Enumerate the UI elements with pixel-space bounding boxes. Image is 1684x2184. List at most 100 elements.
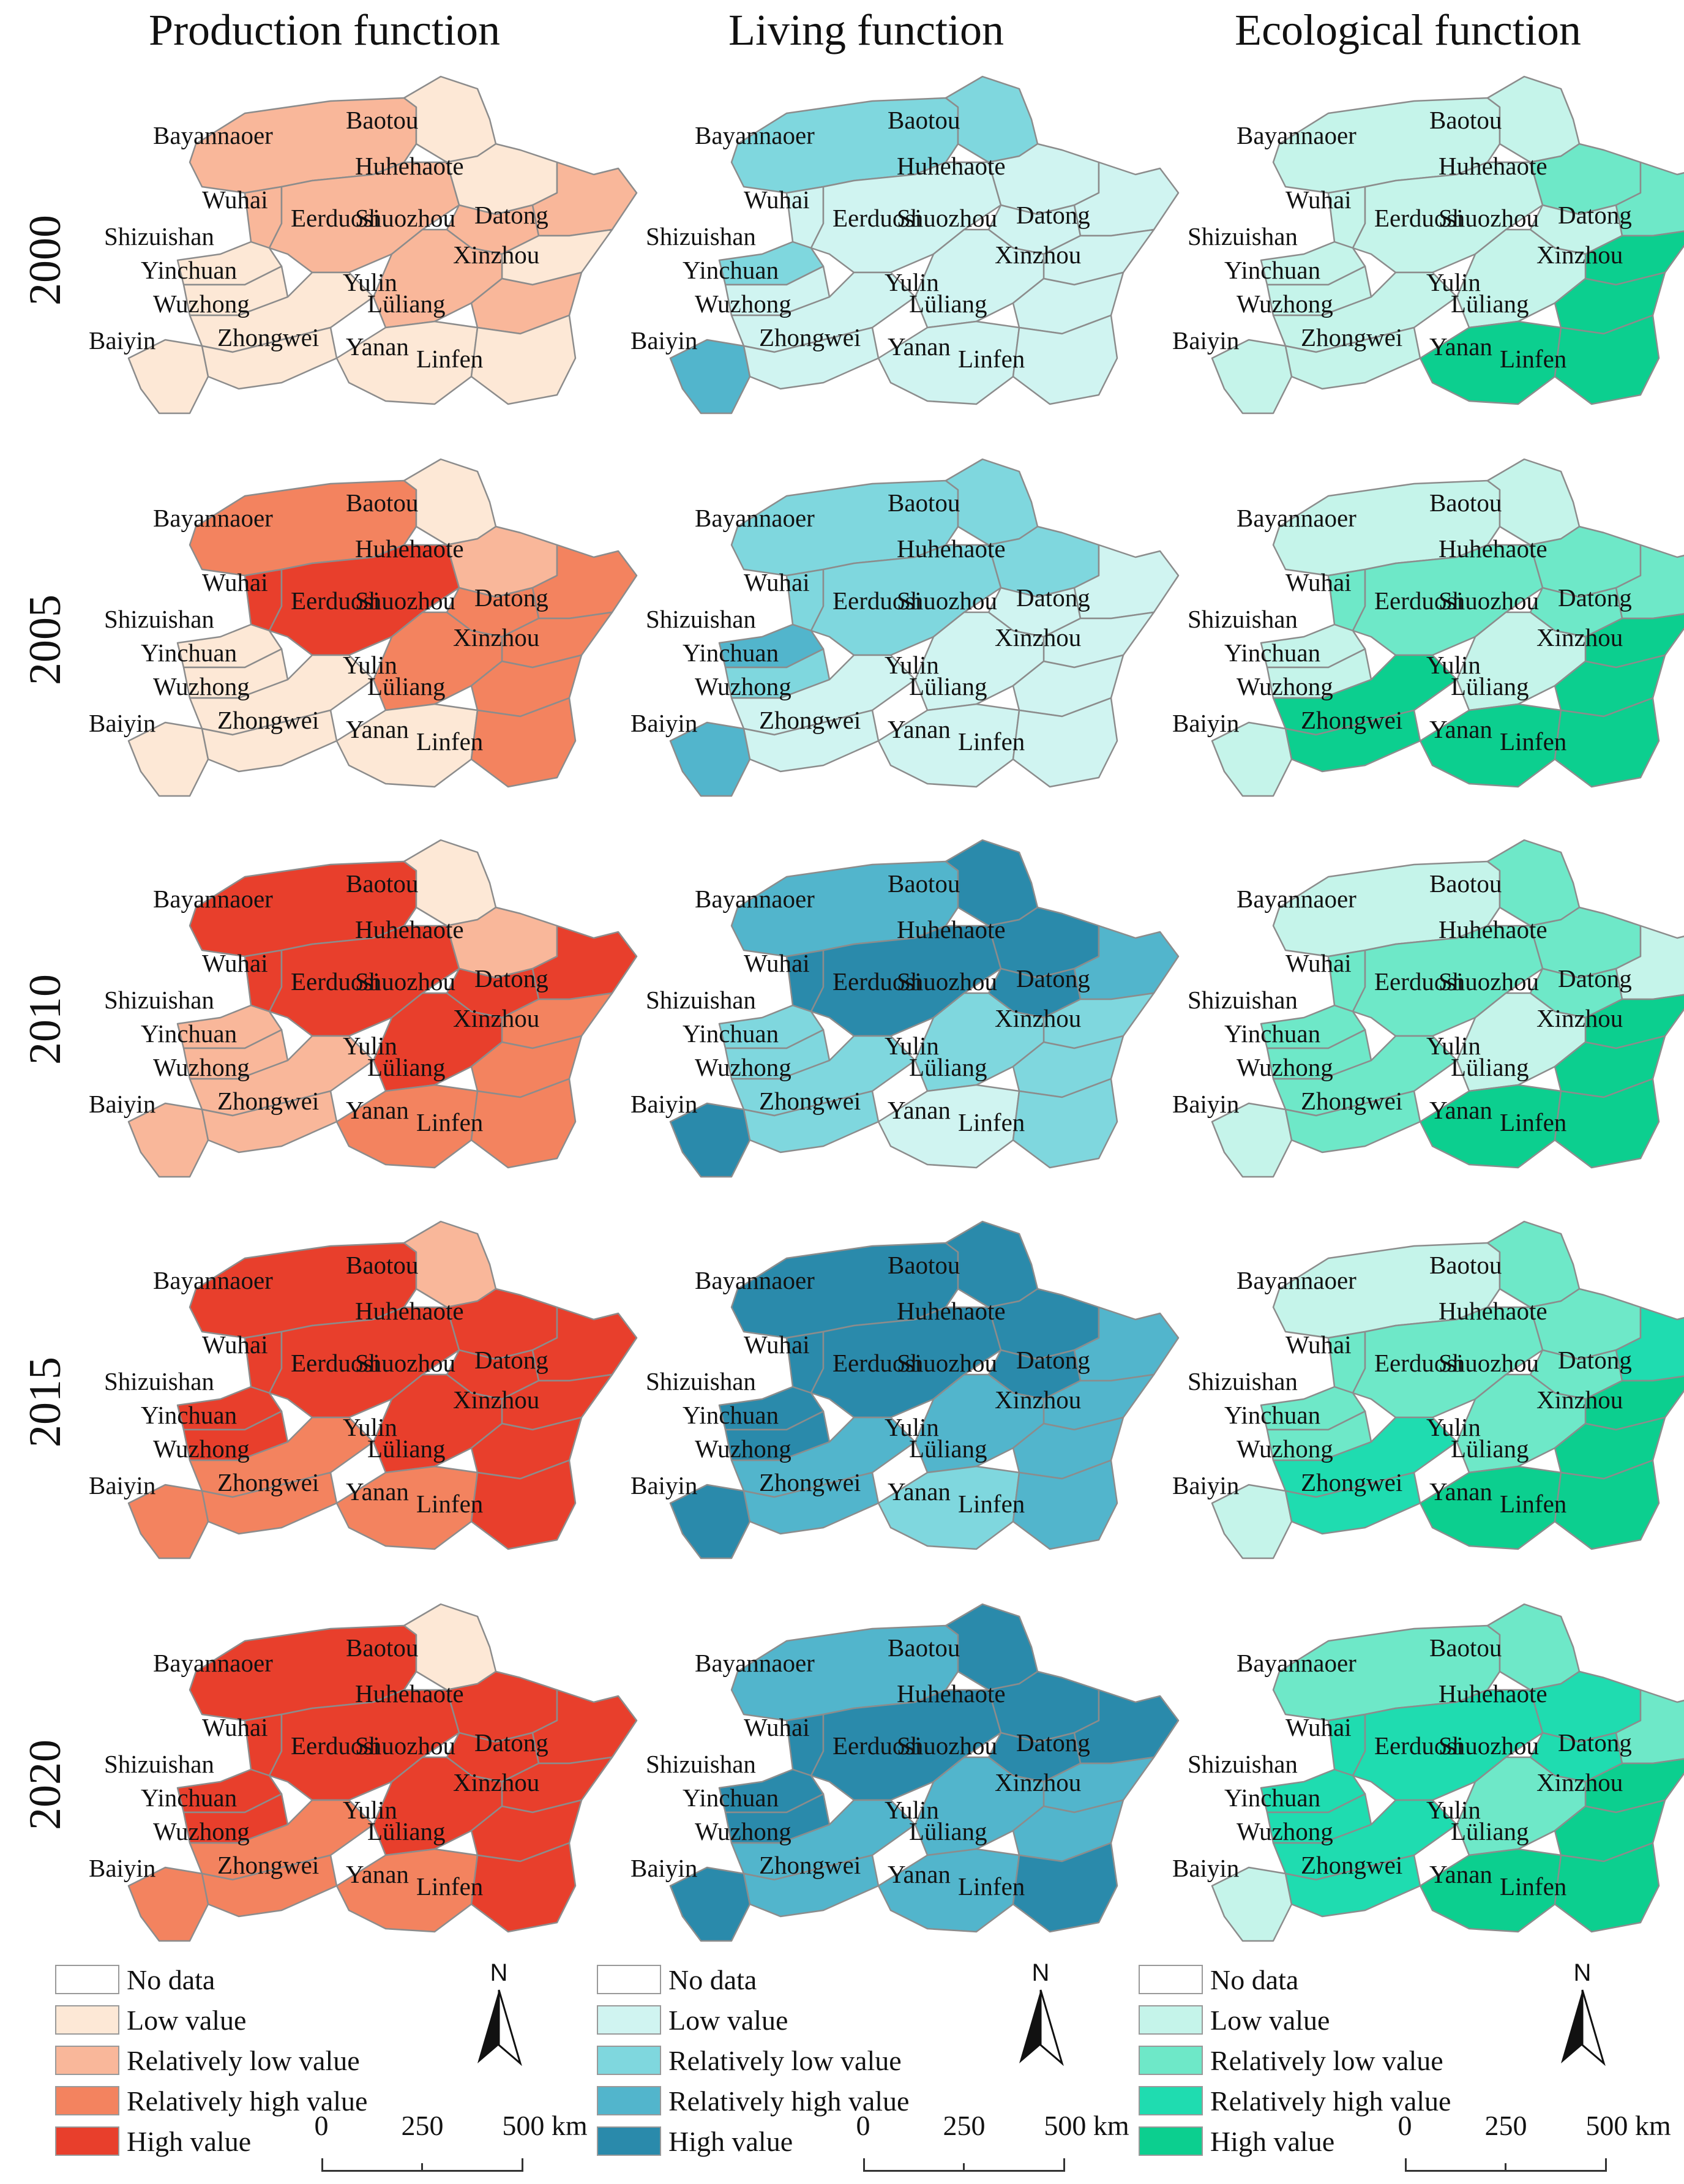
region-label-shuozhou: Shuozhou <box>355 1732 455 1760</box>
region-label-bayannaoer: Bayannaoer <box>1237 1266 1357 1294</box>
north-label: N <box>490 1959 508 1986</box>
region-label-shizuishan: Shizuishan <box>646 1367 756 1395</box>
region-baiyin <box>127 1484 209 1559</box>
region-label-huhehaote: Huhehaote <box>1439 915 1547 944</box>
region-label-eerduosi: Eerduosi <box>833 1732 922 1760</box>
region-label-wuhai: Wuhai <box>202 186 268 214</box>
region-label-bayannaoer: Bayannaoer <box>1237 1649 1357 1677</box>
region-label-wuzhong: Wuzhong <box>153 290 250 318</box>
region-label-baotou: Baotou <box>888 1634 960 1662</box>
region-label-shizuishan: Shizuishan <box>1188 986 1298 1014</box>
scale-tick: 500 km <box>502 2110 588 2141</box>
region-label-linfen: Linfen <box>416 1108 483 1136</box>
region-label-xinzhou: Xinzhou <box>453 1004 539 1032</box>
legend-row-low-value: Low value <box>55 2000 367 2040</box>
legend-swatch <box>55 2126 119 2156</box>
region-label-lüliang: Lüliang <box>367 672 446 700</box>
map-svg-production-2015: BayannaoerBaotouHuhehaoteWuhaiEerduosiSh… <box>89 1220 638 1559</box>
region-label-yulin: Yulin <box>343 268 397 296</box>
region-label-linfen: Linfen <box>958 1872 1025 1901</box>
region-label-xinzhou: Xinzhou <box>453 1768 539 1796</box>
region-label-bayannaoer: Bayannaoer <box>695 121 815 149</box>
region-label-shizuishan: Shizuishan <box>646 605 756 633</box>
map-panel-living-2015: Bayannaoer Baotou Huhehaote Wuhai Eerduosi Sh… <box>621 1215 1180 1559</box>
region-label-baotou: Baotou <box>1429 1251 1502 1279</box>
region-label-linfen: Linfen <box>958 1490 1025 1518</box>
legend-row-low-value: Low value <box>597 2000 909 2040</box>
scale-tick: 0 <box>1398 2110 1412 2141</box>
region-label-yanan: Yanan <box>1429 1860 1492 1888</box>
region-label-yanan: Yanan <box>888 1477 951 1506</box>
map-panel-ecological-2015: Bayannaoer Baotou Huhehaote Wuhai Eerduosi Sh… <box>1163 1215 1684 1559</box>
region-label-datong: Datong <box>1016 1728 1090 1757</box>
legend-row-relatively-low: Relatively low value <box>1139 2040 1451 2081</box>
region-label-huhehaote: Huhehaote <box>897 535 1006 563</box>
region-label-huhehaote: Huhehaote <box>897 1679 1006 1708</box>
region-baiyin <box>127 1866 209 1942</box>
region-label-baiyin: Baiyin <box>1172 1090 1239 1118</box>
region-label-bayannaoer: Bayannaoer <box>695 1266 815 1294</box>
region-label-baiyin: Baiyin <box>1172 1854 1239 1882</box>
region-label-eerduosi: Eerduosi <box>1374 967 1464 996</box>
region-label-shuozhou: Shuozhou <box>897 204 997 232</box>
region-label-eerduosi: Eerduosi <box>291 1349 380 1377</box>
region-label-eerduosi: Eerduosi <box>833 204 922 232</box>
region-baiyin <box>127 721 209 797</box>
region-baiyin <box>1211 339 1293 415</box>
region-linfen <box>1554 1078 1660 1169</box>
region-label-xinzhou: Xinzhou <box>1536 1386 1623 1414</box>
region-label-linfen: Linfen <box>416 345 483 373</box>
region-label-xinzhou: Xinzhou <box>995 1004 1081 1032</box>
north-arrow-living: N <box>1016 1959 1065 2070</box>
scale-bar-living: 0 250 500 km <box>856 2109 1129 2177</box>
map-svg-living-2020: BayannaoerBaotouHuhehaoteWuhaiEerduosiSh… <box>631 1603 1180 1942</box>
region-label-baiyin: Baiyin <box>631 1854 697 1882</box>
region-label-wuzhong: Wuzhong <box>695 1817 791 1845</box>
region-label-datong: Datong <box>1558 584 1632 612</box>
region-label-xinzhou: Xinzhou <box>995 1386 1081 1414</box>
region-label-baiyin: Baiyin <box>1172 326 1239 355</box>
region-label-wuhai: Wuhai <box>1285 949 1352 977</box>
region-label-yulin: Yulin <box>885 1032 939 1060</box>
region-label-lüliang: Lüliang <box>367 290 446 318</box>
region-label-shuozhou: Shuozhou <box>355 967 455 996</box>
region-linfen <box>1012 1842 1118 1933</box>
region-label-huhehaote: Huhehaote <box>355 1297 464 1325</box>
region-label-datong: Datong <box>1016 584 1090 612</box>
legend-production: No data Low value Relatively low value R… <box>55 1959 367 2161</box>
region-linfen <box>1554 314 1660 405</box>
map-panel-living-2010: Bayannaoer Baotou Huhehaote Wuhai Eerduosi Sh… <box>621 834 1180 1178</box>
region-label-lüliang: Lüliang <box>909 1053 987 1081</box>
region-label-eerduosi: Eerduosi <box>291 587 380 615</box>
year-label-2015: 2015 <box>20 1357 70 1447</box>
region-label-baotou: Baotou <box>346 489 418 517</box>
region-label-baotou: Baotou <box>346 869 418 898</box>
region-label-yulin: Yulin <box>885 268 939 296</box>
region-label-baotou: Baotou <box>346 1634 418 1662</box>
map-panel-ecological-2000: Bayannaoer Baotou Huhehaote Wuhai Eerduosi Sh… <box>1163 70 1684 415</box>
region-label-wuzhong: Wuzhong <box>1237 1817 1333 1845</box>
region-label-lüliang: Lüliang <box>909 1435 987 1463</box>
region-label-bayannaoer: Bayannaoer <box>695 885 815 913</box>
region-label-datong: Datong <box>1016 201 1090 229</box>
legend-swatch <box>55 2086 119 2115</box>
region-label-shuozhou: Shuozhou <box>1439 1732 1539 1760</box>
region-label-xinzhou: Xinzhou <box>995 623 1081 651</box>
region-label-yinchuan: Yinchuan <box>683 639 779 667</box>
region-label-eerduosi: Eerduosi <box>291 967 380 996</box>
region-label-wuzhong: Wuzhong <box>695 1435 791 1463</box>
region-label-datong: Datong <box>474 1346 548 1374</box>
scale-tick: 250 <box>401 2110 444 2141</box>
region-label-eerduosi: Eerduosi <box>833 587 922 615</box>
region-label-yanan: Yanan <box>346 1860 409 1888</box>
region-label-huhehaote: Huhehaote <box>355 152 464 180</box>
map-svg-production-2020: BayannaoerBaotouHuhehaoteWuhaiEerduosiSh… <box>89 1603 638 1942</box>
region-label-yanan: Yanan <box>1429 332 1492 361</box>
region-label-baotou: Baotou <box>888 106 960 134</box>
map-svg-production-2010: BayannaoerBaotouHuhehaoteWuhaiEerduosiSh… <box>89 839 638 1178</box>
region-label-baotou: Baotou <box>346 106 418 134</box>
region-label-zhongwei: Zhongwei <box>759 1087 861 1115</box>
region-label-huhehaote: Huhehaote <box>1439 535 1547 563</box>
region-label-baiyin: Baiyin <box>89 1471 155 1499</box>
region-label-bayannaoer: Bayannaoer <box>153 121 273 149</box>
